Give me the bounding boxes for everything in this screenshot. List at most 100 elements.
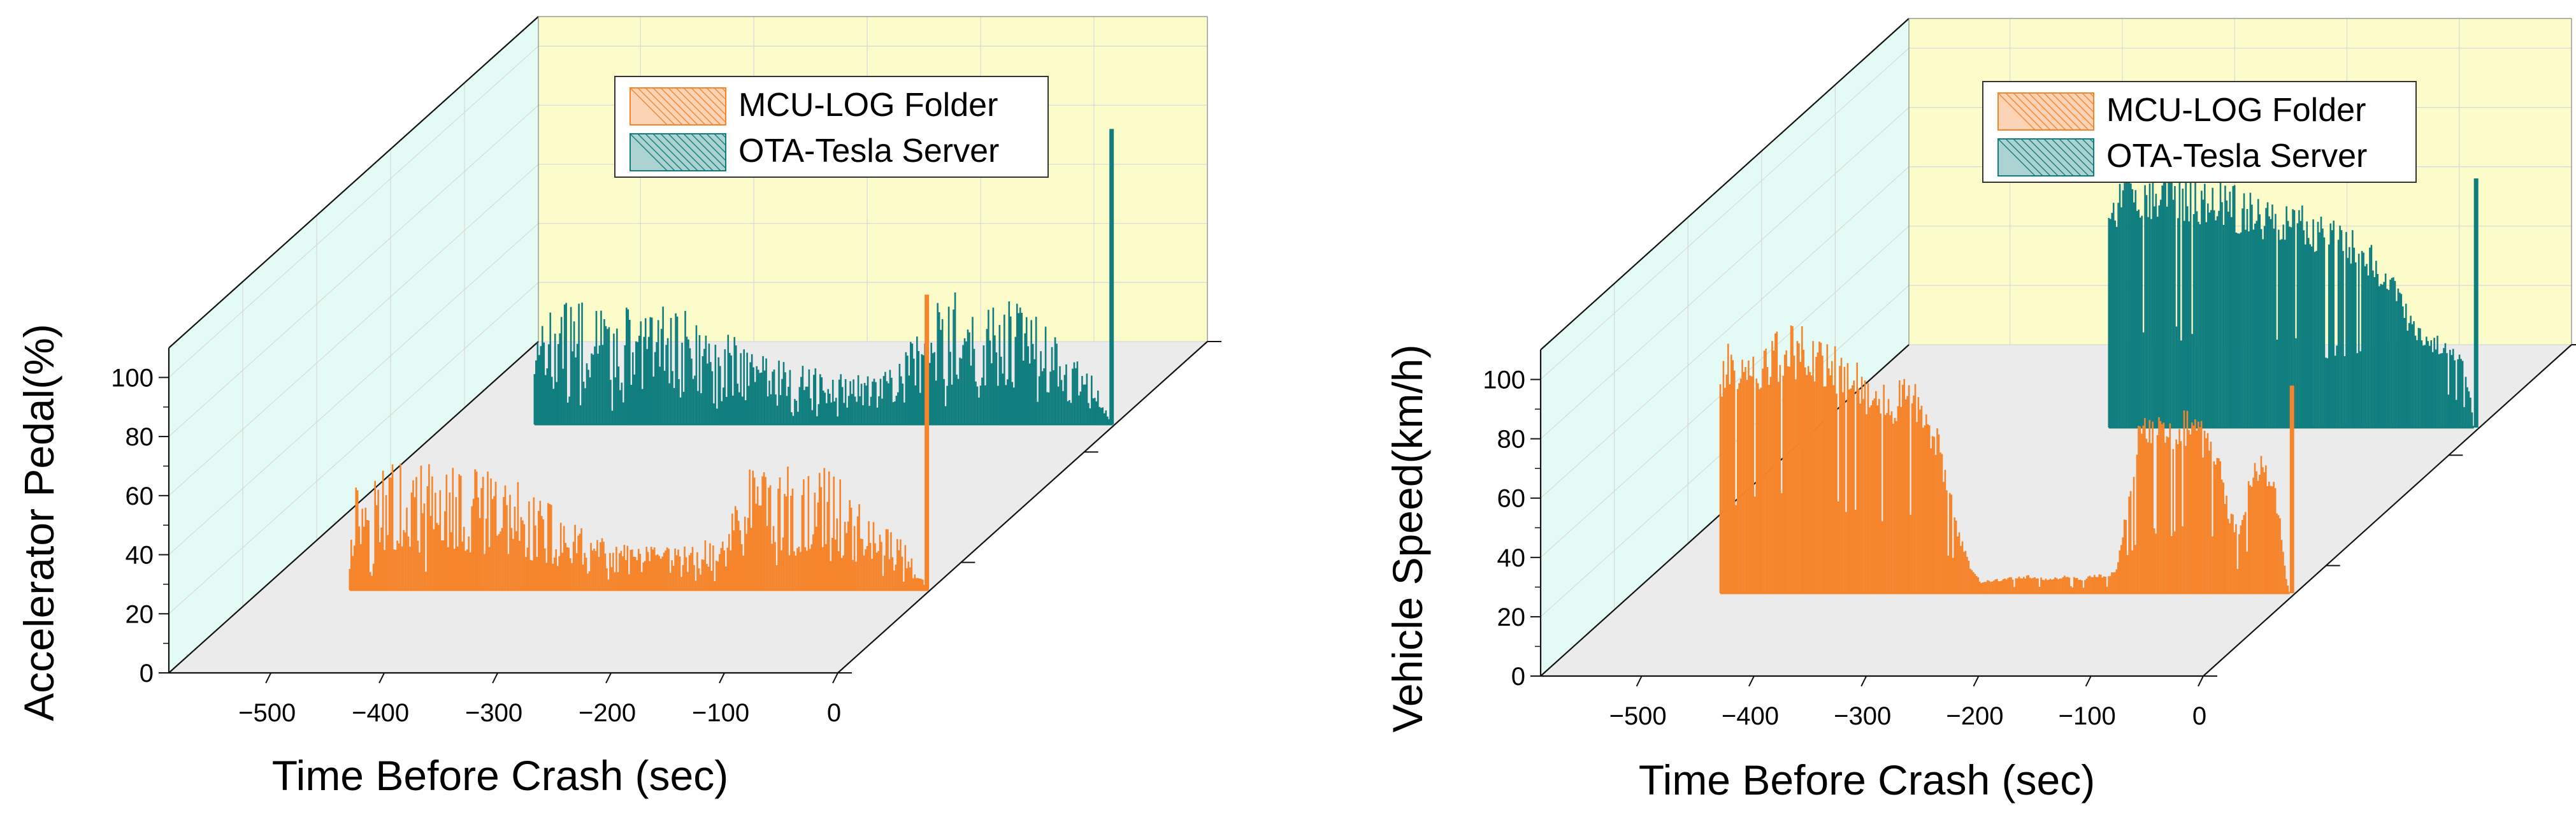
y-tick-label: 20: [126, 600, 154, 628]
x-tick: [605, 672, 612, 684]
legend-hatch: [652, 87, 691, 126]
mcu-log-series: [1719, 325, 2294, 595]
legend-hatch: [2082, 92, 2094, 105]
legend-hatch: [630, 133, 668, 171]
x-tick: [832, 672, 838, 684]
legend-hatch: [721, 87, 726, 92]
legend-swatch-ota: [1997, 138, 2094, 177]
legend-hatch: [2013, 138, 2051, 177]
side-wall-gridline: [168, 45, 539, 378]
side-top-edge: [168, 16, 539, 349]
legend-hatch: [637, 133, 675, 171]
y-tick-label: 100: [1483, 366, 1525, 394]
y-axis-title: Accelerator Pedal(%): [15, 324, 62, 721]
legend-hatch: [2013, 92, 2051, 131]
ota-server-series: [533, 129, 1114, 426]
side-wall-gridline: [168, 223, 539, 555]
side-wall-gridline: [1540, 107, 1910, 440]
side-wall: [1541, 18, 1909, 676]
legend-hatch: [660, 87, 698, 126]
legend-hatch: [691, 87, 726, 123]
legend-hatch: [675, 87, 714, 126]
legend-label-mcu: MCU-LOG Folder: [738, 87, 998, 124]
legend-hatch: [2059, 92, 2094, 128]
legend-hatch: [2005, 138, 2043, 177]
legend-hatch: [2066, 92, 2094, 120]
accelerator-pedal-panel: 0 20 40 60 80 100 −500 −400 −300 −200 −100 0 Time Be…: [15, 16, 1221, 799]
y-tick-label: 80: [1497, 426, 1526, 454]
legend-hatch: [706, 133, 726, 154]
x-tick-label: −200: [1946, 702, 2003, 730]
x-tick-label: −400: [1722, 702, 1779, 730]
side-wall-gridline: [1540, 166, 1910, 499]
x-tick-label: −300: [465, 699, 522, 727]
legend-hatch: [1997, 92, 2036, 131]
y-tick-label: 40: [126, 542, 154, 570]
legend-hatch: [1997, 138, 2036, 177]
legend-label-mcu: MCU-LOG Folder: [2106, 92, 2366, 129]
x-tick-label: −100: [2059, 702, 2116, 730]
side-wall-gridline: [1540, 48, 1910, 380]
legend-hatch: [2028, 92, 2066, 131]
depth-axis-line: [2203, 344, 2572, 677]
x-tick: [1748, 675, 1755, 687]
legend-swatch-ota: [630, 133, 726, 171]
legend-hatch: [683, 133, 721, 171]
x-tick: [719, 672, 725, 684]
x-tick-label: 0: [827, 699, 841, 727]
x-tick-label: 0: [2192, 702, 2206, 730]
legend: MCU-LOG Folder OTA-Tesla Server: [614, 76, 1049, 178]
depth-axis-line: [837, 341, 1208, 674]
y-tick-label: 0: [1511, 663, 1525, 691]
legend-hatch: [2066, 138, 2094, 166]
legend-hatch: [2082, 138, 2094, 151]
y-tick-label: 40: [1497, 544, 1526, 572]
legend-hatch: [698, 87, 726, 115]
back-wall: [538, 17, 1207, 342]
legend-hatch: [714, 133, 726, 146]
y-tick-label: 60: [1497, 485, 1526, 513]
legend-label-ota: OTA-Tesla Server: [738, 133, 999, 169]
legend-hatch: [2036, 92, 2074, 131]
legend-swatch-mcu: [1997, 92, 2094, 131]
y-tick-label: 0: [140, 659, 154, 688]
side-top-edge: [1540, 18, 1910, 350]
legend-hatch: [2036, 138, 2074, 177]
x-tick-label: −500: [1609, 702, 1667, 730]
legend-hatch: [2043, 138, 2082, 177]
legend-hatch: [698, 133, 726, 161]
legend-hatch: [2020, 138, 2059, 177]
x-tick: [378, 672, 385, 684]
legend-hatch: [683, 87, 721, 126]
mcu-log-series: [349, 294, 930, 591]
legend-hatch: [2074, 92, 2094, 113]
legend-hatch: [652, 133, 691, 171]
legend-hatch: [2043, 92, 2082, 131]
legend-hatch: [714, 87, 726, 100]
legend-hatch: [2005, 92, 2043, 131]
legend-hatch: [721, 133, 726, 138]
legend-hatch: [637, 87, 675, 126]
x-tick-label: −200: [579, 699, 636, 727]
x-tick: [492, 672, 498, 684]
legend-hatch: [2051, 138, 2089, 177]
y-axis-title: Vehicle Speed(km/h): [1384, 345, 1431, 733]
legend-label-ota: OTA-Tesla Server: [2106, 138, 2367, 175]
legend-hatch: [668, 87, 706, 126]
legend-hatch: [668, 133, 706, 171]
x-tick-label: −100: [692, 699, 749, 727]
side-wall: [169, 17, 538, 673]
legend-hatch: [2074, 138, 2094, 159]
x-tick: [1636, 675, 1643, 687]
legend-hatch: [2051, 92, 2089, 131]
legend-hatch: [675, 133, 714, 171]
y-tick-label: 60: [126, 482, 154, 510]
x-tick: [265, 672, 272, 684]
x-tick-label: −400: [352, 699, 409, 727]
legend-swatch-mcu: [630, 87, 726, 126]
legend-hatch: [691, 133, 726, 169]
legend-hatch: [645, 133, 683, 171]
x-axis-title: Time Before Crash (sec): [272, 752, 728, 799]
y-tick-label: 100: [111, 364, 154, 392]
